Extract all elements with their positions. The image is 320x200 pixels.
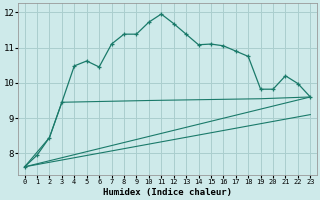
X-axis label: Humidex (Indice chaleur): Humidex (Indice chaleur) — [103, 188, 232, 197]
